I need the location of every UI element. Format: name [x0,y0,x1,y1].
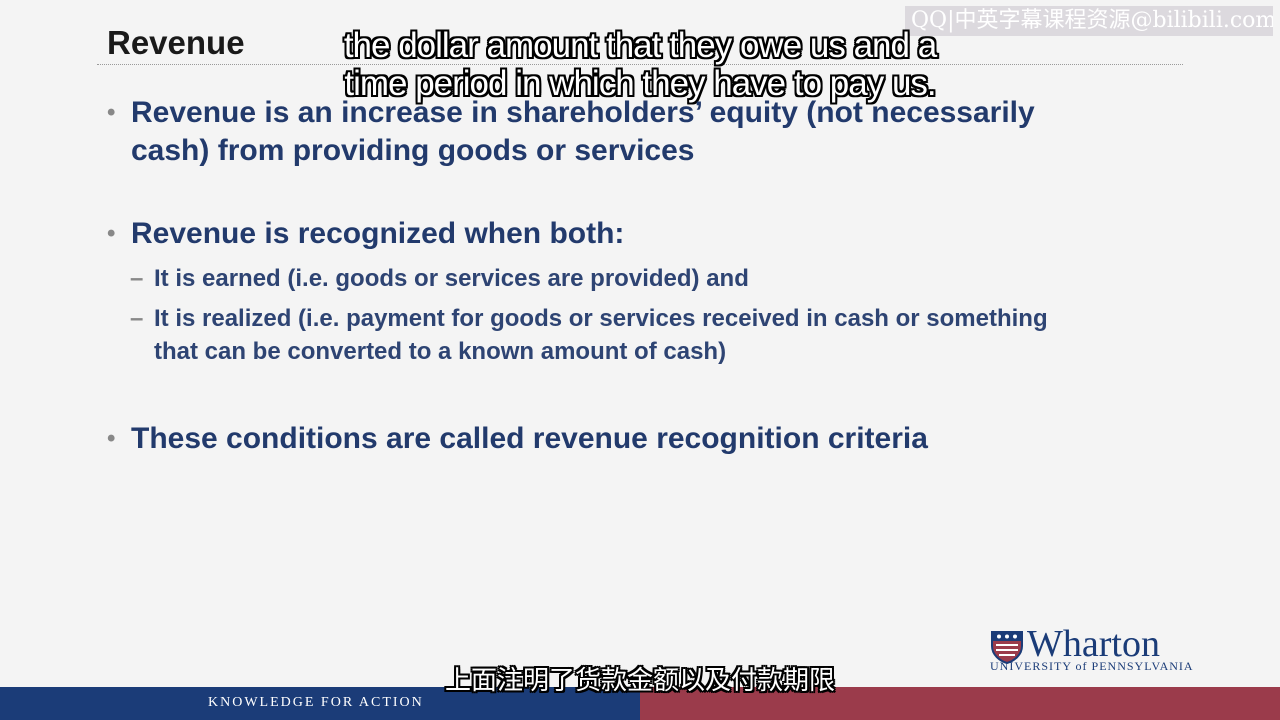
english-subtitle-line: the dollar amount that they owe us and a [343,26,937,65]
bullet-line: cash) from providing goods or services [131,134,695,167]
sub-bullet-dash: – [130,265,144,292]
bullet-dot: • [107,425,116,452]
sub-bullet-dash: – [130,305,144,332]
wharton-logo-text: Wharton [1027,623,1160,665]
university-logo-text: UNIVERSITY of PENNSYLVANIA [990,659,1194,673]
bullet-dot: • [107,99,116,126]
bullet-item: • Revenue is an increase in shareholders… [107,94,1131,170]
bullet-line: Revenue is an increase in shareholders’ … [131,96,1035,129]
english-subtitle-line: time period in which they have to pay us… [344,64,936,103]
english-subtitle: the dollar amount that they owe us and a… [300,27,980,103]
footer-bar-right [640,687,1280,720]
watermark: QQ|中英字幕课程资源@bilibili.com [905,6,1273,36]
penn-shield-icon [991,631,1023,664]
sub-bullet-line: that can be converted to a known amount … [154,338,727,365]
bullet-item: • Revenue is recognized when both: [107,215,1131,253]
bullet-line: These conditions are called revenue reco… [131,422,928,455]
sub-bullet-line: It is earned (i.e. goods or services are… [154,265,749,292]
slide-title: Revenue [107,24,245,61]
title-divider [97,64,1183,65]
bullet-line: Revenue is recognized when both: [131,217,625,250]
bullet-item: • These conditions are called revenue re… [107,420,1131,458]
sub-bullet-item: – It is earned (i.e. goods or services a… [130,262,1164,295]
footer-bar-left [0,687,640,720]
bullet-dot: • [107,220,116,247]
sub-bullet-line: It is realized (i.e. payment for goods o… [154,305,1048,332]
footer-tagline: KNOWLEDGE FOR ACTION [208,695,424,710]
sub-bullet-item: – It is realized (i.e. payment for goods… [130,302,1164,368]
chinese-subtitle: 上面注明了货款金额以及付款期限 [444,666,835,696]
